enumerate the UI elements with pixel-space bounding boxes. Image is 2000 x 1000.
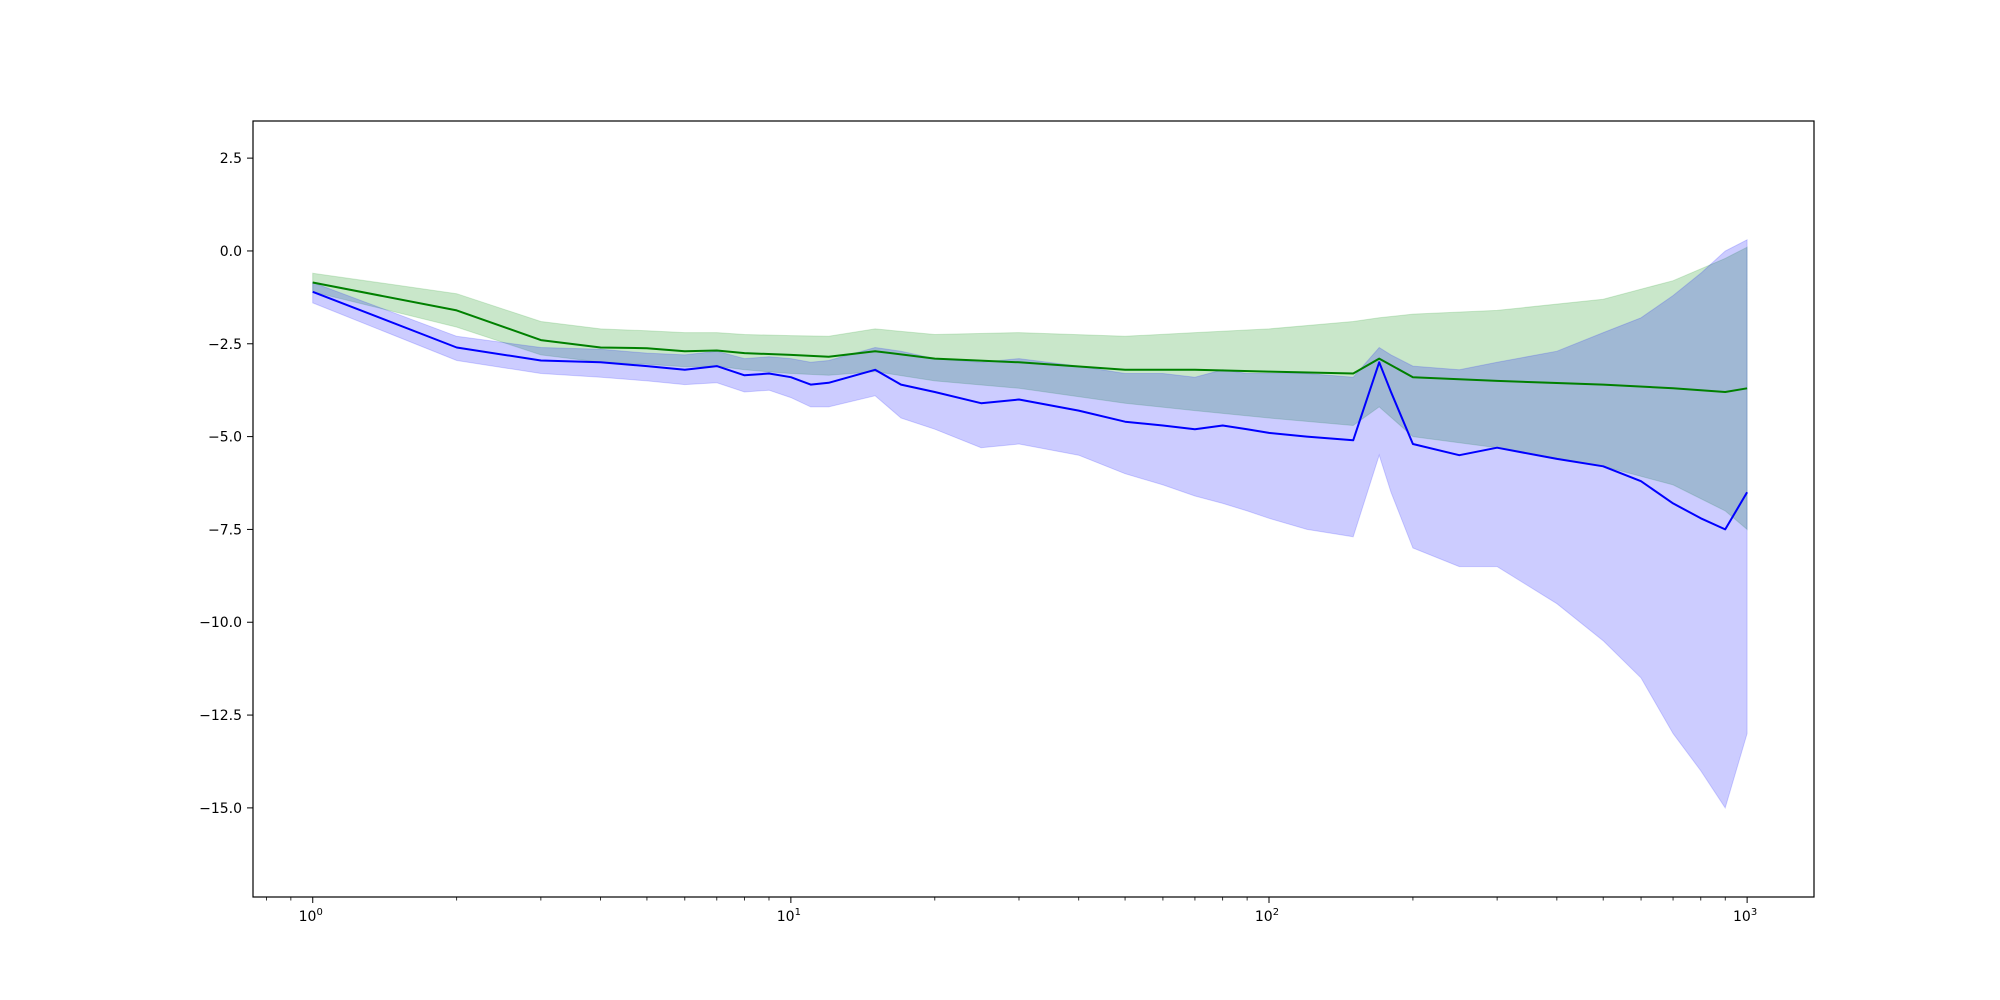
y-tick-label: −10.0 xyxy=(199,615,242,631)
series-1-line xyxy=(312,290,1748,531)
x-tick-label: 103 xyxy=(1733,907,1757,925)
x-tick-label: 102 xyxy=(1255,907,1279,925)
y-tick-label: 0.0 xyxy=(220,244,242,260)
y-tick-label: −12.5 xyxy=(199,708,242,724)
axes: 2.5 0.0 −2.5 −5.0 −7.5 −10.0 −12.5 −15.0 100 101 1… xyxy=(199,151,1757,925)
y-tick-label: −7.5 xyxy=(208,522,242,538)
axes-frame xyxy=(252,120,1815,898)
y-tick-label: −2.5 xyxy=(208,337,242,353)
x-tick-label: 100 xyxy=(299,907,323,925)
series-0-line xyxy=(312,281,1748,393)
y-tick-label: −15.0 xyxy=(199,801,242,817)
y-tick-label: 2.5 xyxy=(220,151,242,167)
series-1-band xyxy=(312,238,1748,810)
series-0-band xyxy=(312,246,1748,531)
x-tick-label: 101 xyxy=(777,907,801,925)
plot-area xyxy=(312,238,1748,810)
y-tick-label: −5.0 xyxy=(208,430,242,446)
